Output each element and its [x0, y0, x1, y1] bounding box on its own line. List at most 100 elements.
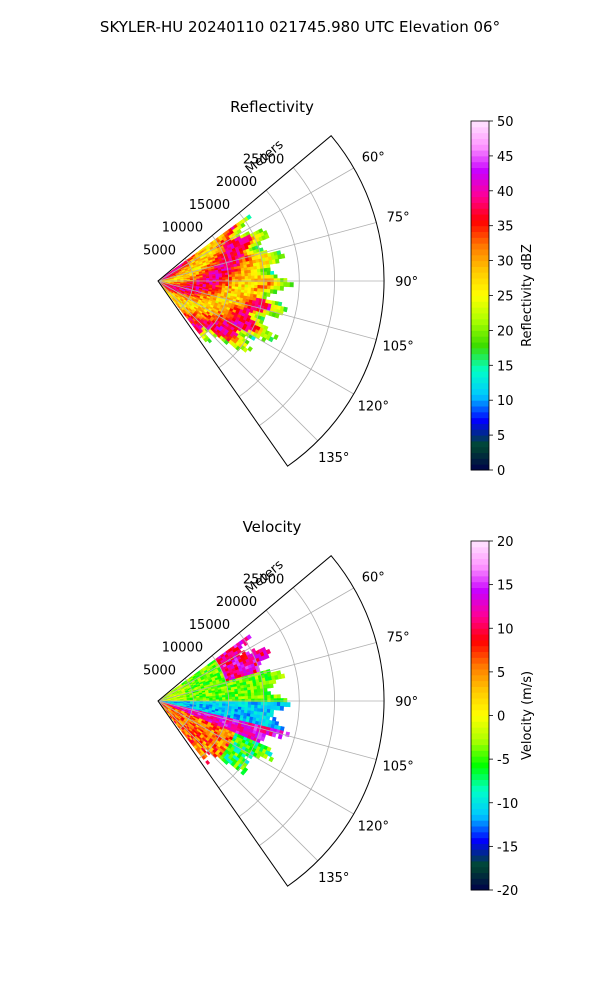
data-cell [257, 285, 262, 290]
data-cell [247, 278, 252, 283]
colorbar-tick-label: 5 [497, 666, 505, 681]
range-ring [238, 609, 300, 818]
data-cell [251, 701, 256, 706]
data-cell [212, 753, 218, 759]
colorbar-tick-label: 40 [497, 185, 514, 200]
data-cell [276, 278, 281, 283]
data-cell [256, 240, 262, 246]
azimuth-spoke [157, 642, 377, 702]
data-cell [274, 313, 280, 319]
colorbar-segment [471, 767, 489, 775]
data-cell [244, 701, 249, 706]
colorbar-segment [471, 318, 489, 326]
colorbar-segment [471, 587, 489, 594]
colorbar-tick-label: 50 [497, 115, 514, 130]
colorbar-segment [471, 359, 489, 366]
range-tick-label: 10000 [162, 221, 203, 236]
colorbar-segment [471, 552, 489, 559]
colorbar-segment [471, 814, 489, 821]
colorbar-segment [471, 575, 489, 583]
data-cell [273, 278, 278, 283]
colorbar-segment [471, 452, 489, 459]
data-cell [263, 281, 268, 287]
data-cell [263, 687, 268, 693]
colorbar-segment [471, 849, 489, 856]
colorbar-segment [471, 464, 489, 471]
colorbar-segment [471, 802, 489, 810]
colorbar-tick-label: 10 [497, 622, 514, 637]
data-cell [257, 691, 262, 697]
colorbar-tick-label: 20 [497, 324, 514, 339]
data-cell [242, 347, 249, 353]
range-tick-label: 25000 [243, 573, 284, 588]
reflectivity-title: Reflectivity [230, 98, 314, 116]
colorbar-segment [471, 278, 489, 285]
data-cell [270, 285, 275, 291]
data-cell [264, 233, 270, 240]
data-cell [247, 272, 252, 277]
colorbar-segment [471, 884, 489, 891]
data-cell [241, 276, 246, 280]
colorbar-segment [471, 365, 489, 372]
data-cell [247, 698, 252, 703]
data-cell [269, 712, 274, 718]
colorbar-segment [471, 155, 489, 163]
data-cell [223, 759, 229, 765]
colorbar-segment [471, 167, 489, 174]
colorbar-segment [471, 634, 489, 641]
data-cell [254, 275, 259, 280]
data-cell [276, 702, 281, 707]
colorbar-tick-label: 0 [497, 710, 505, 725]
range-ring [259, 167, 335, 426]
colorbar-segment [471, 243, 489, 250]
data-cell [286, 702, 291, 708]
colorbar-segment [471, 604, 489, 612]
colorbar-segment [471, 860, 489, 868]
data-cell [263, 691, 268, 696]
data-cell [273, 705, 278, 711]
data-cell [263, 274, 268, 280]
colorbar-segment [471, 254, 489, 262]
colorbar-segment [471, 231, 489, 238]
data-cell [270, 282, 275, 287]
colorbar-segment [471, 866, 489, 874]
range-tick-label: 10000 [162, 641, 203, 656]
data-cell [271, 732, 277, 738]
colorbar-segment [471, 429, 489, 436]
colorbar-segment [471, 831, 489, 839]
data-cell [254, 698, 259, 703]
data-cell [247, 692, 252, 697]
colorbar-segment [471, 762, 489, 769]
data-cell [257, 698, 262, 703]
data-cell [279, 706, 284, 711]
data-cell [241, 696, 246, 700]
colorbar-segment [471, 628, 489, 635]
colorbar-segment [471, 732, 489, 740]
data-cell [241, 281, 246, 286]
colorbar-segment [471, 440, 489, 448]
data-cell [275, 258, 280, 264]
colorbar-tick-label: -10 [497, 797, 518, 812]
colorbar-segment [471, 773, 489, 780]
data-cell [231, 696, 236, 700]
data-cell [263, 271, 268, 276]
data-cell [273, 289, 278, 295]
colorbar-tick-label: 15 [497, 359, 514, 374]
colorbar-segment [471, 289, 489, 296]
data-cell [238, 696, 243, 700]
range-tick-label: 25000 [243, 153, 284, 168]
data-cell [268, 756, 274, 763]
data-cell [273, 285, 278, 291]
colorbar-segment [471, 260, 489, 267]
colorbar-segment [471, 686, 489, 693]
colorbar-tick-label: 15 [497, 579, 514, 594]
colorbar-segment [471, 208, 489, 215]
colorbar-segment [471, 138, 489, 145]
colorbar-segment [471, 219, 489, 227]
azimuth-tick-label: 75° [387, 631, 410, 646]
data-cell [289, 282, 294, 288]
colorbar-segment [471, 179, 489, 186]
velocity-colorbar: -20 -15 -10 -5 0 5 10 15 20 [470, 535, 518, 899]
data-cell [273, 694, 278, 699]
data-cell [269, 709, 275, 714]
